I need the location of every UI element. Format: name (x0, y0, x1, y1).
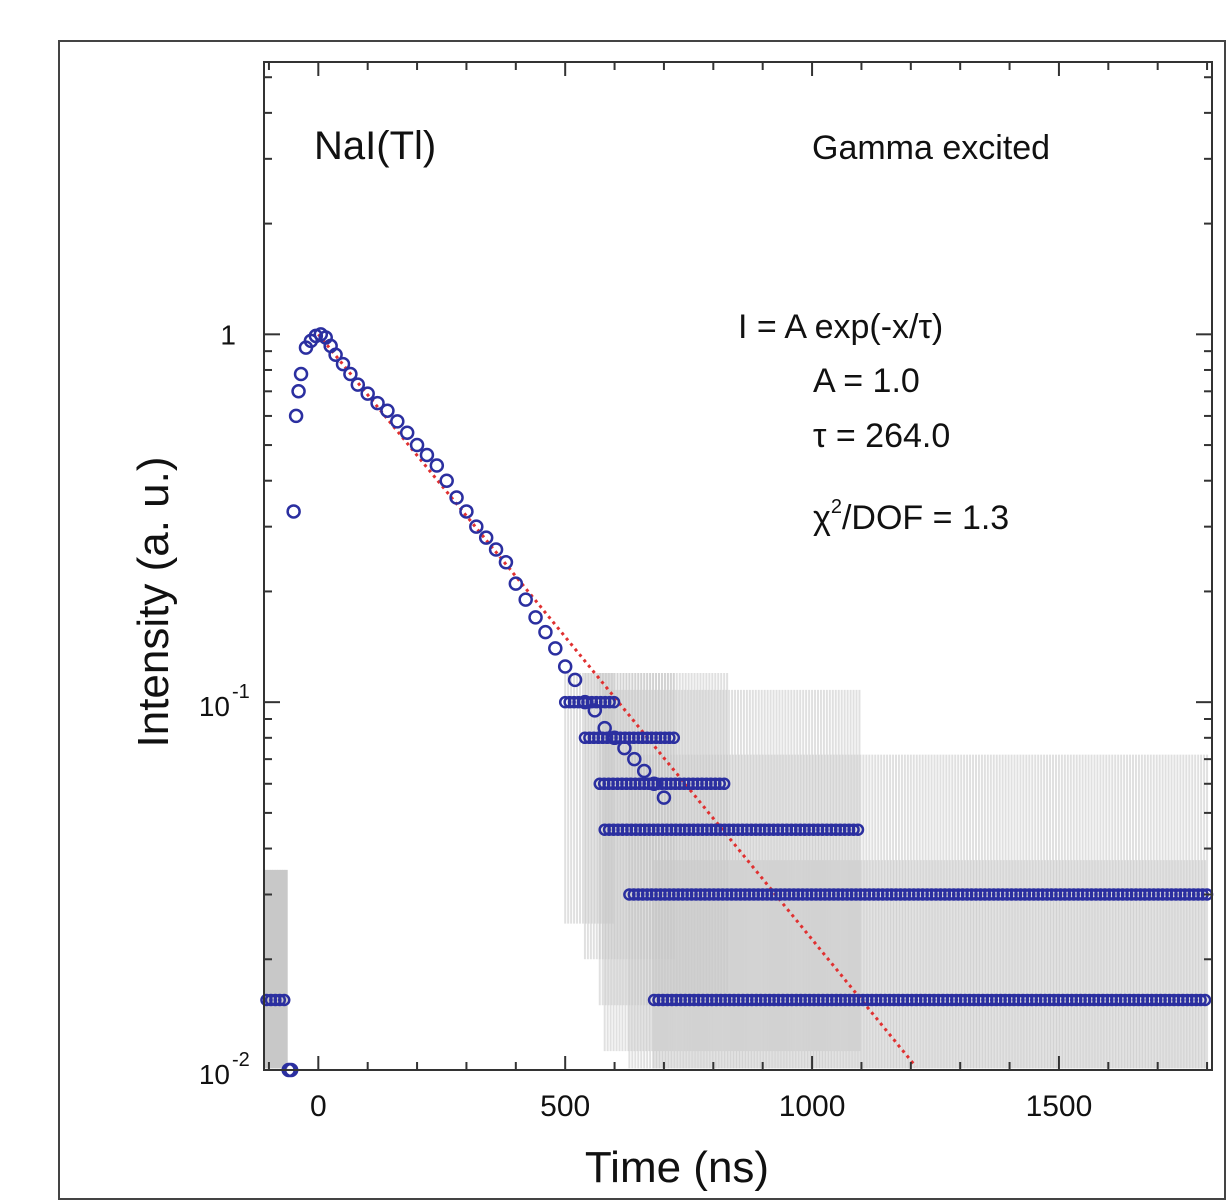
data-point (851, 823, 865, 836)
data-point (548, 641, 563, 656)
fit-amplitude: A = 1.0 (813, 362, 920, 400)
x-axis-label: Time (ns) (585, 1143, 769, 1192)
data-point (538, 624, 553, 640)
y-tick-label: 10 (199, 1059, 230, 1090)
chi-square-label: χ2/DOF = 1.3 (813, 496, 1009, 537)
data-point (273, 993, 287, 1007)
x-tick-label: 500 (540, 1090, 590, 1123)
data-point (627, 751, 642, 767)
data-point (288, 408, 304, 424)
y-tick-exponent: -1 (232, 681, 250, 703)
fit-tau: τ = 264.0 (813, 417, 950, 455)
x-tick-label: 1000 (779, 1090, 846, 1123)
plot-area-border (263, 61, 1213, 1071)
data-point (286, 504, 301, 519)
data-point (498, 555, 514, 570)
data-point (419, 447, 435, 463)
y-tick-exponent: -2 (232, 1049, 250, 1071)
data-point (439, 473, 454, 488)
data-point (636, 763, 652, 779)
data-point (343, 366, 358, 382)
data-point (1194, 993, 1207, 1007)
data-point (587, 703, 603, 718)
data-point (663, 731, 676, 745)
figure-frame: 0 500 1000 1500 10 -2 10 -1 1 NaI(Tl) Gamma exci… (58, 40, 1226, 1200)
data-point (459, 504, 474, 519)
x-tick-label: 1500 (1026, 1090, 1093, 1123)
data-point (370, 395, 385, 411)
data-point (488, 542, 504, 557)
error-bars (264, 673, 1209, 1069)
data-point (607, 695, 621, 709)
data-point (508, 576, 524, 591)
data-point (399, 425, 415, 441)
data-point (518, 592, 533, 607)
data-point (429, 458, 445, 473)
x-tick-label: 0 (310, 1090, 327, 1123)
fit-formula: I = A exp(-x/τ) (738, 308, 943, 346)
data-point (567, 672, 583, 688)
data-point (390, 414, 405, 429)
data-point (1198, 993, 1212, 1007)
data-point (667, 731, 681, 745)
data-point (717, 777, 731, 791)
chi-symbol: χ (813, 499, 831, 537)
data-points (260, 327, 1214, 1078)
data-point (350, 377, 366, 392)
data-point (449, 490, 464, 505)
data-point (603, 695, 616, 709)
data-point (360, 386, 375, 401)
data-point (528, 610, 543, 625)
y-tick-label: 10 (199, 691, 230, 722)
data-point (277, 993, 291, 1007)
data-point (335, 356, 351, 372)
material-label: NaI(Tl) (314, 124, 436, 168)
data-point (380, 403, 395, 418)
excitation-label: Gamma excited (812, 129, 1050, 167)
data-point (557, 659, 573, 674)
data-point (291, 384, 306, 399)
data-point (409, 437, 425, 453)
data-point (293, 366, 309, 382)
data-point (656, 790, 672, 805)
data-point (328, 347, 343, 363)
chi-value: /DOF = 1.3 (842, 499, 1009, 537)
data-point (847, 823, 860, 836)
y-tick-label: 1 (220, 319, 236, 350)
data-point (469, 519, 484, 534)
data-point (478, 530, 494, 545)
chi-superscript: 2 (831, 496, 842, 518)
y-axis-label: Intensity (a. u.) (129, 456, 178, 747)
data-point (713, 777, 726, 791)
